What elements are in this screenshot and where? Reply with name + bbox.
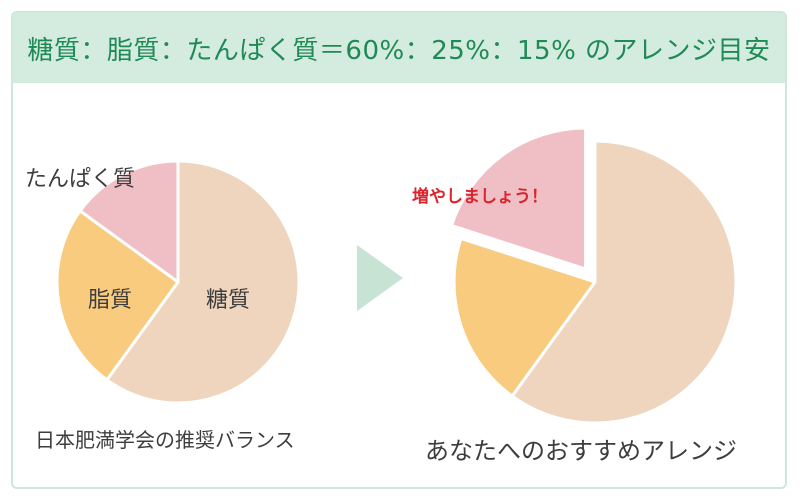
- pie-label-protein: たんぱく質: [25, 167, 135, 192]
- pie-label-fat: 脂質: [88, 288, 132, 313]
- pie-label-carb: 糖質: [206, 288, 250, 313]
- header-title: 糖質：脂質：たんぱく質＝60%：25%：15% のアレンジ目安: [27, 35, 771, 66]
- left-pie-slice-0: [105, 159, 301, 405]
- right-pie-slice-2: [449, 126, 588, 271]
- recommended-balance-pie: [55, 159, 301, 405]
- suggested-arrangement-pie: [449, 126, 738, 425]
- right-pie-slice-1: [452, 236, 597, 398]
- right-pie-slice-0: [510, 139, 738, 425]
- right-caption: あなたへのおすすめアレンジ: [425, 437, 737, 465]
- left-caption: 日本肥満学会の推奨バランス: [35, 428, 295, 452]
- left-pie-slice-1: [55, 209, 180, 382]
- increase-callout: 増やしましょう！: [412, 186, 548, 207]
- left-pie-slice-2: [78, 159, 180, 284]
- transition-arrow-icon: [357, 245, 403, 311]
- header-banner: 糖質：脂質：たんぱく質＝60%：25%：15% のアレンジ目安: [13, 13, 785, 83]
